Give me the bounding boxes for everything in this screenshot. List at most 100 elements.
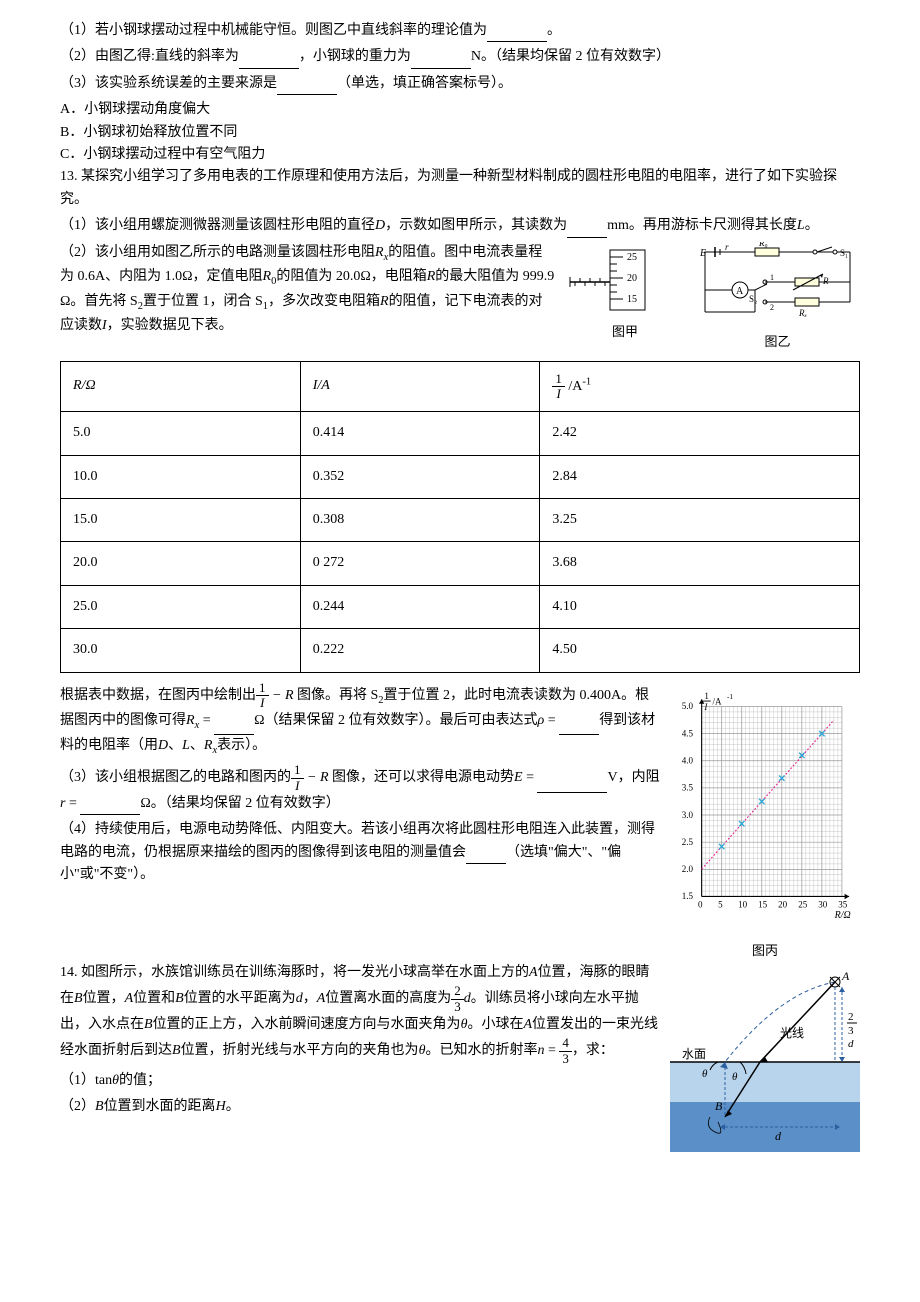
var: A xyxy=(125,991,134,1006)
cell: 30.0 xyxy=(61,629,301,672)
option-a: A．小钢球摆动角度偏大 xyxy=(60,99,860,121)
var: B xyxy=(144,1017,153,1032)
svg-text:5: 5 xyxy=(718,899,723,909)
text: 位置的正上方，入水前瞬间速度方向与水面夹角为 xyxy=(153,1017,461,1032)
cell: 3.68 xyxy=(540,542,860,585)
tick: 20 xyxy=(627,273,637,284)
svg-text:/A: /A xyxy=(713,696,723,706)
var: R xyxy=(380,294,389,309)
text: ， xyxy=(303,991,317,1006)
option-b: B．小钢球初始释放位置不同 xyxy=(60,122,860,144)
text: V，内阻 xyxy=(607,770,659,785)
dash: − R xyxy=(269,688,298,703)
q13-p1: （1）该小组用螺旋测微器测量该圆柱形电阻的直径D，示数如图甲所示，其读数为mm。… xyxy=(60,215,860,237)
text: ，求： xyxy=(572,1043,614,1058)
text: 表示）。 xyxy=(217,738,266,753)
label: R xyxy=(822,276,829,286)
cell: 10.0 xyxy=(61,455,301,498)
var: B xyxy=(74,991,83,1006)
q14-diagram: 水面 A 光线 B d 2 3 d xyxy=(670,962,860,1160)
svg-text:1: 1 xyxy=(704,691,709,701)
label: 光线 xyxy=(780,1026,804,1040)
text: 、 xyxy=(190,738,204,753)
text: ，实验数据见下表。 xyxy=(107,318,233,333)
fig-yi-label: 图乙 xyxy=(695,332,860,353)
text: 的阻值为 20.0Ω，电阻箱 xyxy=(276,269,426,284)
text: 。已知水的折射率 xyxy=(425,1043,537,1058)
label: d xyxy=(775,1129,782,1143)
text: （3）该小组根据图乙的电路和图丙的 xyxy=(60,770,291,785)
q13-p2-row: （2）该小组用如图乙所示的电路测量该圆柱形电阻Rx的阻值。图中电流表量程为 0.… xyxy=(60,242,860,353)
hdr: R/Ω xyxy=(73,378,96,393)
svg-text:4.0: 4.0 xyxy=(682,755,694,765)
text: 。 xyxy=(547,23,561,38)
cell: 20.0 xyxy=(61,542,301,585)
var-D: D xyxy=(375,218,385,233)
svg-text:35: 35 xyxy=(838,899,848,909)
svg-text:3.5: 3.5 xyxy=(682,782,694,792)
label: R₀ xyxy=(758,242,768,248)
text: （1）tan xyxy=(60,1073,112,1088)
table-row: 5.00.4142.42 xyxy=(61,412,860,455)
var: n xyxy=(537,1043,544,1058)
data-table: R/Ω I/A 1I /A-1 5.00.4142.42 10.00.3522.… xyxy=(60,361,860,673)
var: D xyxy=(158,738,168,753)
text: 图像。再将 S xyxy=(297,688,378,703)
svg-text:2.5: 2.5 xyxy=(682,837,694,847)
var: r xyxy=(60,796,65,811)
fig-jia: 25 20 15 图甲 xyxy=(565,242,685,343)
cell: 0.222 xyxy=(300,629,540,672)
q13-mid-row: 根据表中数据，在图丙中绘制出1I − R 图像。再将 S2置于位置 2，此时电流… xyxy=(60,681,860,962)
label: 1 xyxy=(770,273,774,282)
var: E xyxy=(514,770,523,785)
text: 根据表中数据，在图丙中绘制出 xyxy=(60,688,256,703)
svg-text:3.0: 3.0 xyxy=(682,809,694,819)
q12-part2: （2）由图乙得:直线的斜率为，小钢球的重力为N。（结果均保留 2 位有效数字） xyxy=(60,46,860,68)
table-row: 25.00.2444.10 xyxy=(61,585,860,628)
text: ，多次改变电阻箱 xyxy=(268,294,380,309)
label: 2 xyxy=(770,303,774,312)
text: 、 xyxy=(168,738,182,753)
dolphin-diagram-icon: 水面 A 光线 B d 2 3 d xyxy=(670,962,860,1152)
q13-p2-text: （2）该小组用如图乙所示的电路测量该圆柱形电阻Rx的阻值。图中电流表量程为 0.… xyxy=(60,242,555,338)
n: 1 xyxy=(291,763,304,778)
label: r xyxy=(725,242,729,252)
var: d xyxy=(464,991,471,1006)
text: 位置， xyxy=(83,991,125,1006)
d: 3 xyxy=(451,1000,464,1014)
n: 2 xyxy=(848,1011,854,1023)
n: 2 xyxy=(451,984,464,999)
text: 位置的水平距离为 xyxy=(184,991,296,1006)
text: ，示数如图甲所示，其读数为 xyxy=(385,218,567,233)
table-row: 10.00.3522.84 xyxy=(61,455,860,498)
cell: 4.10 xyxy=(540,585,860,628)
var: θ xyxy=(112,1073,119,1088)
blank xyxy=(559,718,599,735)
text: Ω（结果保留 2 位有效数字）。最后可由表达式 xyxy=(254,713,537,728)
d: 3 xyxy=(848,1025,854,1037)
var: Rx xyxy=(186,713,199,728)
table-row: 15.00.3083.25 xyxy=(61,499,860,542)
label: Rₓ xyxy=(798,308,807,318)
svg-text:2: 2 xyxy=(848,1011,854,1023)
svg-text:R/Ω: R/Ω xyxy=(834,910,851,921)
d: 3 xyxy=(559,1052,572,1066)
text: （1）若小钢球摆动过程中机械能守恒。则图乙中直线斜率的理论值为 xyxy=(60,23,487,38)
text: N。（结果均保留 2 位有效数字） xyxy=(471,49,670,64)
text: 位置离水面的高度为 xyxy=(325,991,451,1006)
svg-text:20: 20 xyxy=(778,899,788,909)
unit: /A xyxy=(565,379,583,394)
text: Ω。（结果均保留 2 位有效数字） xyxy=(140,796,339,811)
var: L xyxy=(182,738,190,753)
q14-row: 14. 如图所示，水族馆训练员在训练海豚时，将一发光小球高举在水面上方的A位置，… xyxy=(60,962,860,1160)
label: S₁ xyxy=(840,248,848,258)
text: 置于位置 1，闭合 S xyxy=(143,294,263,309)
cell: 15.0 xyxy=(61,499,301,542)
text: （单选，填正确答案标号）。 xyxy=(337,76,512,91)
graph-icon: 051015202530351.52.02.53.03.54.04.55.0R/… xyxy=(670,681,860,931)
dash: − R xyxy=(304,770,333,785)
label: S₂ xyxy=(749,294,757,304)
n: 4 xyxy=(559,1036,572,1051)
label: θ xyxy=(702,1068,708,1080)
blank xyxy=(239,52,299,69)
